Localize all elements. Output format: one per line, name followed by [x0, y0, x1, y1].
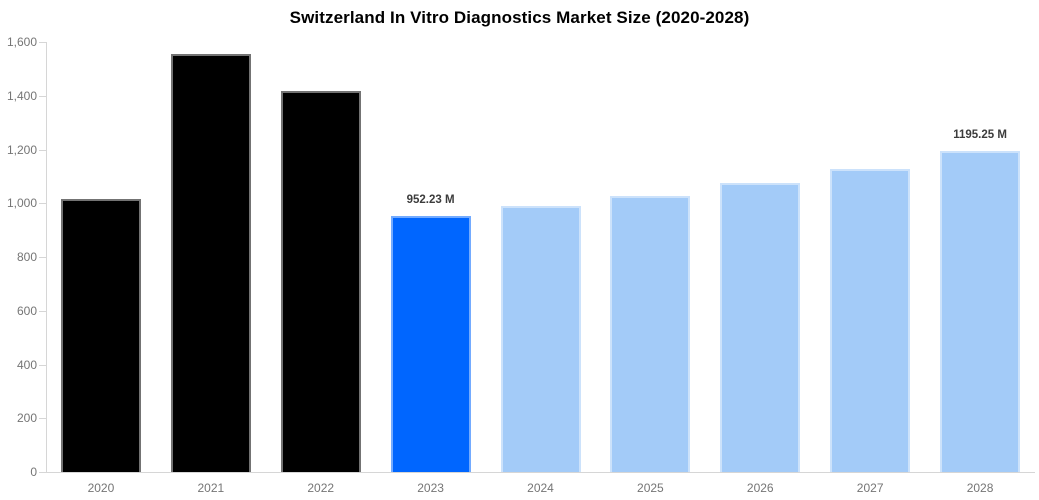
y-axis-line — [46, 42, 47, 472]
y-tick-label-200: 200 — [16, 411, 37, 426]
y-tick-mark-0 — [39, 472, 46, 473]
y-tick-label-0: 0 — [30, 465, 37, 479]
x-tick-label-2026: 2026 — [746, 481, 774, 495]
bar-value-label-2023: 952.23 M — [406, 194, 455, 207]
bar-2023 — [390, 216, 471, 472]
bar-2026 — [720, 182, 801, 472]
x-tick-label-2024: 2024 — [527, 481, 554, 495]
y-tick-label-1400: 1,400 — [6, 88, 37, 103]
y-tick-mark-1400 — [39, 95, 46, 97]
y-tick-label-1600: 1,600 — [6, 35, 37, 49]
x-tick-label-2020: 2020 — [87, 481, 115, 495]
y-tick-mark-200 — [39, 418, 46, 420]
bar-value-label-2028: 1195.25 M — [953, 128, 1007, 141]
x-tick-label-2028: 2028 — [966, 481, 994, 495]
x-tick-label-2027: 2027 — [856, 481, 884, 495]
y-tick-label-1000: 1,000 — [6, 196, 37, 211]
y-tick-label-1200: 1,200 — [6, 142, 37, 157]
y-tick-mark-1200 — [39, 149, 46, 151]
x-axis-line — [46, 472, 1035, 473]
y-tick-mark-1600 — [39, 42, 46, 43]
bar-2025 — [610, 195, 691, 472]
x-tick-label-2025: 2025 — [637, 481, 664, 495]
y-tick-label-600: 600 — [16, 303, 37, 318]
y-tick-mark-400 — [39, 364, 46, 366]
bar-2028 — [940, 150, 1021, 472]
y-tick-mark-600 — [39, 310, 46, 312]
x-tick-label-2022: 2022 — [307, 481, 335, 495]
y-tick-label-800: 800 — [16, 250, 37, 264]
y-tick-mark-1000 — [39, 203, 46, 205]
x-tick-label-2021: 2021 — [197, 481, 225, 495]
bar-2022 — [280, 90, 361, 472]
x-tick-label-2023: 2023 — [417, 481, 444, 495]
bar-2020 — [60, 199, 141, 472]
bar-2024 — [500, 205, 581, 472]
bar-2027 — [830, 168, 911, 472]
y-tick-label-400: 400 — [16, 357, 37, 372]
y-tick-mark-800 — [39, 257, 46, 258]
chart-title: Switzerland In Vitro Diagnostics Market … — [289, 8, 750, 27]
bar-2021 — [170, 53, 251, 472]
